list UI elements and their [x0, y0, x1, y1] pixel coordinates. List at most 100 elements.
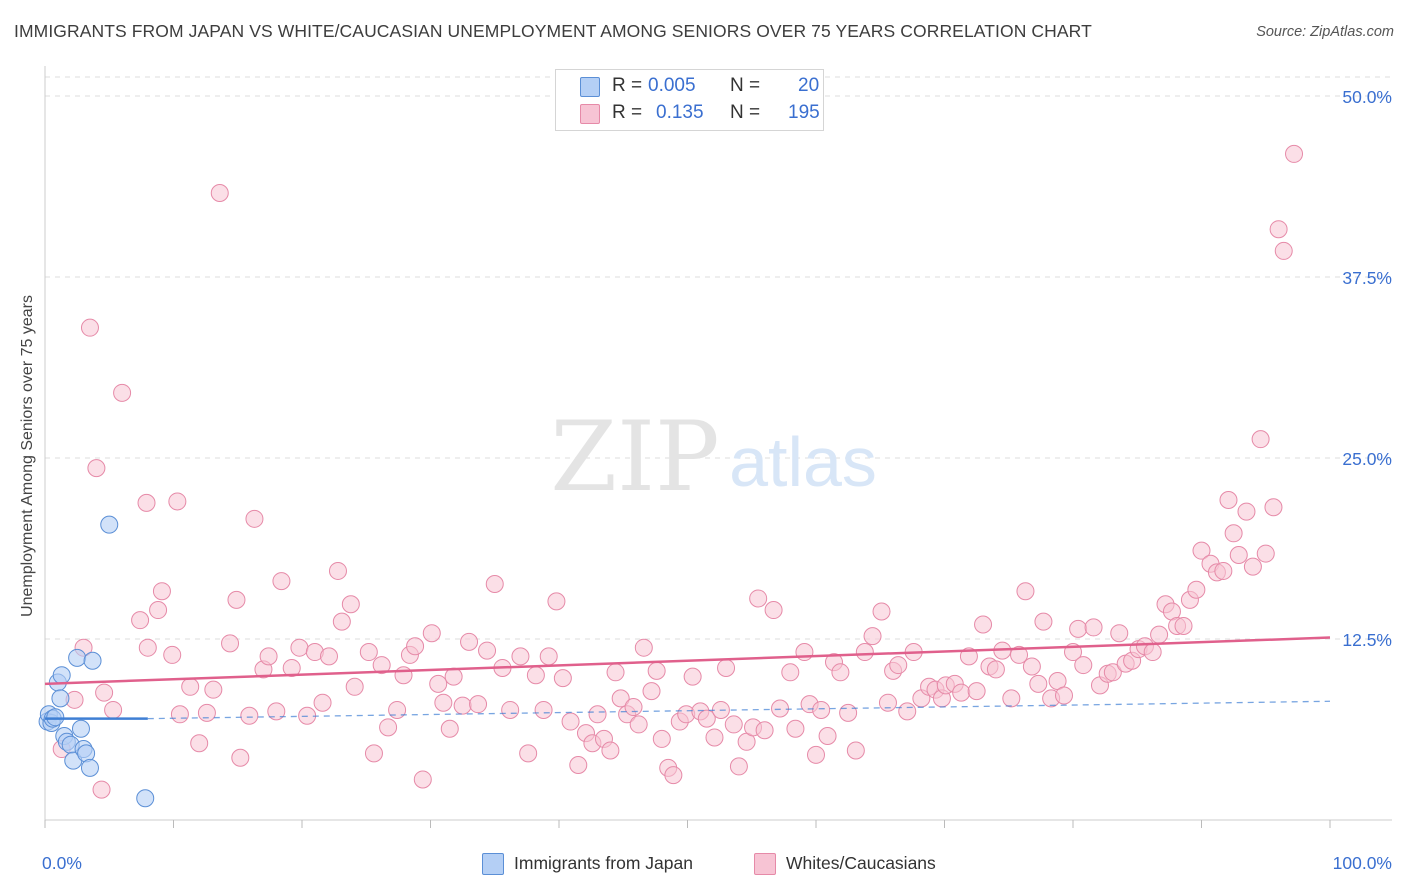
data-point-whites [1174, 616, 1193, 635]
data-point-whites [131, 611, 150, 630]
data-point-whites [240, 706, 259, 725]
x-tick-label-min: 0.0% [42, 853, 82, 873]
data-point-whites [1274, 241, 1293, 260]
data-point-whites [364, 744, 383, 763]
data-point-whites [749, 589, 768, 608]
data-point-whites [227, 590, 246, 609]
data-point-whites [647, 661, 666, 680]
x-tick-labels: 0.0% 100.0% [42, 853, 1392, 873]
data-point-whites [611, 689, 630, 708]
data-point-whites [539, 647, 558, 666]
legend-r-label: R = [612, 75, 643, 96]
data-point-whites [372, 656, 391, 675]
data-point-whites [181, 677, 200, 696]
data-point-whites [588, 705, 607, 724]
data-point-whites [634, 638, 653, 657]
bottom-legend-swatch-whites [754, 853, 776, 875]
data-point-whites [345, 677, 364, 696]
y-tick-label: 50.0% [1342, 87, 1392, 107]
data-point-whites [561, 712, 580, 731]
legend-r-value-japan: 0.005 [648, 75, 696, 96]
data-point-whites [795, 643, 814, 662]
y-tick-label: 25.0% [1342, 449, 1392, 469]
data-point-whites [221, 634, 240, 653]
data-point-whites [606, 663, 625, 682]
data-point-whites [601, 741, 620, 760]
data-point-whites [444, 667, 463, 686]
legend-n-value-whites: 195 [788, 102, 820, 123]
data-point-whites [519, 744, 538, 763]
data-point-whites [652, 729, 671, 748]
chart-title: IMMIGRANTS FROM JAPAN VS WHITE/CAUCASIAN… [14, 21, 1092, 41]
data-point-whites [163, 645, 182, 664]
data-point-whites [807, 745, 825, 764]
data-point-japan [83, 651, 102, 670]
legend-r-label: R = [612, 102, 643, 123]
data-point-whites [190, 734, 209, 753]
data-point-whites [1010, 645, 1029, 664]
data-point-whites [683, 667, 702, 686]
data-point-whites [1029, 674, 1048, 693]
data-point-whites [1069, 619, 1088, 638]
data-point-whites [210, 184, 229, 203]
legend-n-label: N = [730, 102, 761, 123]
data-point-whites [1219, 490, 1238, 509]
x-tick-label-max: 100.0% [1333, 853, 1392, 873]
data-point-whites [569, 755, 588, 774]
data-point-whites [152, 582, 171, 601]
data-point-whites [986, 660, 1005, 679]
data-point-whites [170, 705, 189, 724]
y-tick-label: 12.5% [1342, 630, 1392, 650]
data-point-whites [282, 658, 301, 677]
data-point-whites [889, 656, 908, 675]
data-point-whites [469, 695, 488, 714]
data-point-whites [485, 574, 504, 593]
data-point-whites [478, 641, 497, 660]
data-point-whites [812, 700, 831, 719]
legend-swatch-japan [580, 77, 600, 97]
data-point-whites [413, 770, 432, 789]
data-point-whites [1229, 546, 1248, 565]
data-point-whites [755, 721, 774, 740]
data-point-whites [786, 719, 805, 738]
bottom-legend-label-japan: Immigrants from Japan [514, 853, 693, 873]
data-point-whites [729, 757, 748, 776]
data-point-whites [831, 663, 850, 682]
trend-line-whites [44, 636, 1331, 686]
data-point-whites [526, 666, 545, 685]
data-point-whites [1285, 144, 1304, 163]
data-point-whites [1214, 561, 1233, 580]
data-point-whites [1143, 643, 1162, 662]
data-point-whites [855, 643, 874, 662]
data-point-whites [332, 612, 351, 631]
watermark-atlas: atlas [729, 423, 877, 501]
data-point-whites [267, 702, 286, 721]
legend-swatch-whites [580, 104, 600, 124]
data-point-whites [453, 696, 472, 715]
data-point-whites [87, 459, 106, 478]
data-point-whites [898, 702, 917, 721]
axes [44, 66, 1392, 828]
data-point-whites [629, 715, 648, 734]
data-point-whites [1022, 657, 1041, 676]
data-point-whites [1251, 430, 1270, 449]
data-point-whites [764, 601, 783, 620]
data-point-whites [204, 680, 223, 699]
data-point-whites [1187, 580, 1206, 599]
data-point-whites [379, 718, 398, 737]
data-point-whites [1150, 625, 1169, 644]
data-point-whites [781, 663, 800, 682]
data-point-whites [974, 615, 993, 634]
legend-n-label: N = [730, 75, 761, 96]
data-point-whites [440, 719, 459, 738]
data-point-japan [100, 515, 119, 534]
data-point-whites [137, 493, 156, 512]
data-point-whites [818, 727, 837, 746]
data-point-whites [1256, 544, 1275, 563]
data-point-whites [104, 700, 123, 719]
data-point-whites [511, 647, 530, 666]
data-point-whites [1103, 663, 1122, 682]
correlation-legend: R = 0.005 N = 20 R = 0.135 N = 195 [555, 69, 824, 131]
data-point-whites [422, 624, 441, 643]
